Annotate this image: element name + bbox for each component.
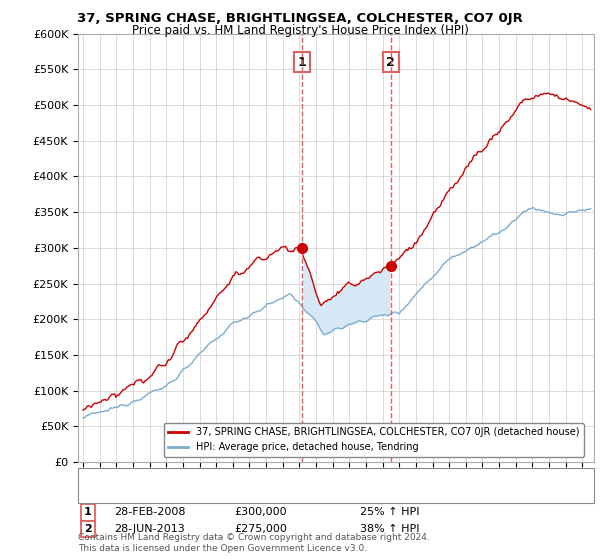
- Text: Contains HM Land Registry data © Crown copyright and database right 2024.
This d: Contains HM Land Registry data © Crown c…: [78, 533, 430, 553]
- Text: 2: 2: [386, 55, 395, 69]
- Text: ——: ——: [90, 470, 118, 484]
- Text: 38% ↑ HPI: 38% ↑ HPI: [360, 524, 419, 534]
- Text: HPI: Average price, detached house, Tendring: HPI: Average price, detached house, Tend…: [117, 488, 340, 498]
- Text: 2: 2: [84, 524, 92, 534]
- Text: 37, SPRING CHASE, BRIGHTLINGSEA, COLCHESTER, CO7 0JR: 37, SPRING CHASE, BRIGHTLINGSEA, COLCHES…: [77, 12, 523, 25]
- Legend: 37, SPRING CHASE, BRIGHTLINGSEA, COLCHESTER, CO7 0JR (detached house), HPI: Aver: 37, SPRING CHASE, BRIGHTLINGSEA, COLCHES…: [164, 423, 584, 457]
- Text: 25% ↑ HPI: 25% ↑ HPI: [360, 507, 419, 517]
- Text: 1: 1: [84, 507, 92, 517]
- Text: 37, SPRING CHASE, BRIGHTLINGSEA, COLCHESTER, CO7 0JR (detached house): 37, SPRING CHASE, BRIGHTLINGSEA, COLCHES…: [117, 473, 500, 483]
- Text: £300,000: £300,000: [234, 507, 287, 517]
- Text: ——: ——: [90, 486, 118, 500]
- Text: 28-JUN-2013: 28-JUN-2013: [114, 524, 185, 534]
- Text: 28-FEB-2008: 28-FEB-2008: [114, 507, 185, 517]
- Text: 1: 1: [298, 55, 306, 69]
- Text: £275,000: £275,000: [234, 524, 287, 534]
- Text: Price paid vs. HM Land Registry's House Price Index (HPI): Price paid vs. HM Land Registry's House …: [131, 24, 469, 36]
